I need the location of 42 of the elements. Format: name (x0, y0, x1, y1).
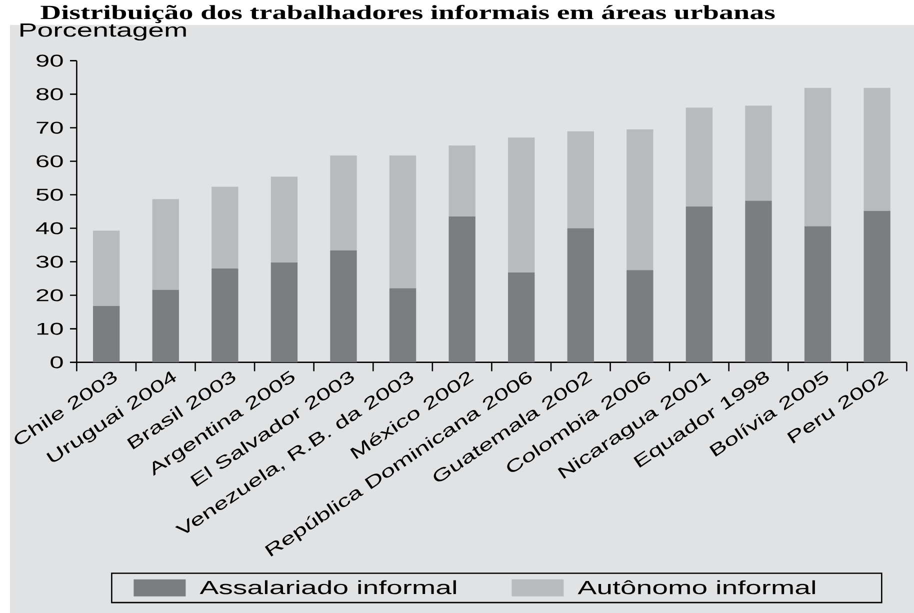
bar (864, 88, 890, 211)
bar (864, 210, 890, 362)
bar (508, 137, 535, 272)
bar (448, 216, 476, 362)
y-tick-label: 10 (37, 322, 63, 335)
bar (270, 262, 298, 362)
bar (508, 272, 535, 362)
bar (212, 186, 238, 268)
bar (745, 106, 772, 201)
legend-label: Autônomo informal (578, 580, 815, 594)
bar (686, 108, 713, 206)
bar (152, 290, 179, 362)
bar (626, 129, 654, 270)
bar (93, 230, 120, 306)
y-axis-title: Porcentagem (20, 24, 186, 41)
bar (567, 131, 594, 228)
y-tick-label: 60 (36, 155, 63, 168)
bar (212, 268, 238, 362)
y-tick-label: 40 (36, 222, 63, 234)
bar (270, 176, 298, 262)
bar (152, 199, 179, 290)
y-tick-label: 0 (50, 356, 63, 368)
y-tick-label: 50 (36, 188, 63, 201)
bar (626, 270, 654, 362)
chart-title: Distribuição dos trabalhadores informais em áreas urbanas (40, 4, 775, 24)
y-tick-label: 80 (36, 88, 63, 100)
bar (330, 250, 357, 362)
legend-label: Assalariado informal (200, 580, 456, 594)
bar (389, 288, 416, 362)
bar (745, 200, 772, 362)
bar (93, 306, 120, 362)
y-tick-label: 30 (36, 256, 63, 268)
bar (389, 156, 416, 288)
y-tick-label: 90 (36, 54, 63, 67)
bar (804, 226, 832, 362)
bar (448, 145, 476, 217)
bar (567, 228, 594, 362)
y-tick-label: 70 (36, 122, 63, 134)
y-tick-label: 20 (36, 289, 63, 302)
bar (686, 206, 713, 362)
bar (330, 156, 357, 250)
bar (804, 88, 832, 226)
